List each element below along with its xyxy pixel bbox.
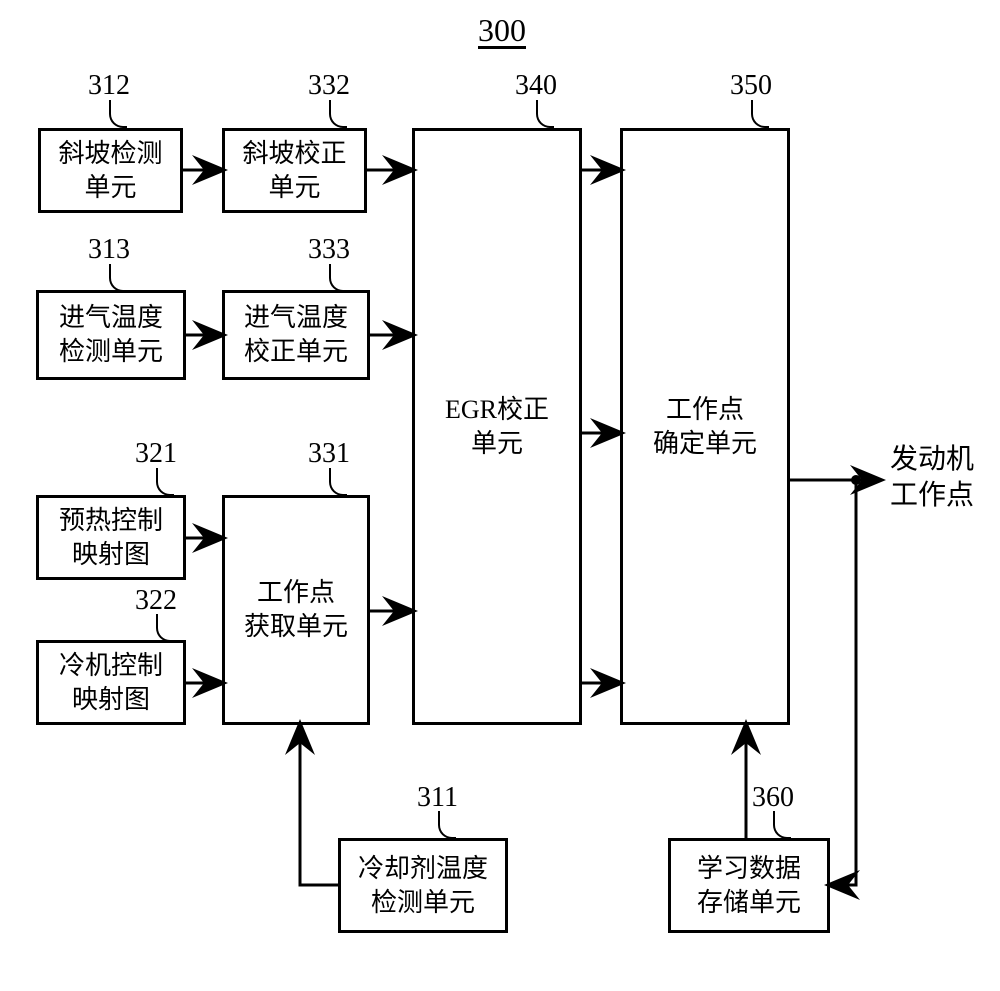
leader: [156, 468, 174, 496]
ref-311: 311: [417, 782, 458, 814]
node-333: 进气温度 校正单元: [222, 290, 370, 380]
leader: [751, 100, 769, 128]
ref-340: 340: [515, 70, 557, 102]
leader: [536, 100, 554, 128]
node-350: 工作点 确定单元: [620, 128, 790, 725]
leader: [329, 468, 347, 496]
node-313-label: 进气温度 检测单元: [59, 301, 163, 369]
node-321-label: 预热控制 映射图: [59, 504, 163, 572]
node-311-label: 冷却剂温度 检测单元: [358, 852, 488, 920]
node-360: 学习数据 存储单元: [668, 838, 830, 933]
leader: [773, 811, 791, 839]
ref-360: 360: [752, 782, 794, 814]
node-311: 冷却剂温度 检测单元: [338, 838, 508, 933]
ref-313: 313: [88, 234, 130, 266]
leader: [329, 100, 347, 128]
diagram-title: 300: [478, 12, 526, 49]
ref-332: 332: [308, 70, 350, 102]
leader: [156, 614, 174, 642]
node-322-label: 冷机控制 映射图: [59, 649, 163, 717]
node-332-label: 斜坡校正 单元: [242, 137, 346, 205]
ref-333: 333: [308, 234, 350, 266]
leader: [109, 264, 127, 292]
ref-350: 350: [730, 70, 772, 102]
ref-312: 312: [88, 70, 130, 102]
node-331: 工作点 获取单元: [222, 495, 370, 725]
node-322: 冷机控制 映射图: [36, 640, 186, 725]
node-312-label: 斜坡检测 单元: [58, 137, 162, 205]
node-350-label: 工作点 确定单元: [653, 393, 757, 461]
leader: [438, 811, 456, 839]
node-321: 预热控制 映射图: [36, 495, 186, 580]
node-333-label: 进气温度 校正单元: [244, 301, 348, 369]
node-331-label: 工作点 获取单元: [244, 576, 348, 644]
node-340-label: EGR校正 单元: [445, 393, 549, 461]
ref-322: 322: [135, 585, 177, 617]
leader: [329, 264, 347, 292]
node-340: EGR校正 单元: [412, 128, 582, 725]
node-332: 斜坡校正 单元: [222, 128, 367, 213]
block-diagram: 300 斜坡检测 单元 斜坡校正 单元 进气温度 检测单元 进气温度 校正单元 …: [0, 0, 1000, 991]
node-313: 进气温度 检测单元: [36, 290, 186, 380]
node-360-label: 学习数据 存储单元: [697, 852, 801, 920]
ref-331: 331: [308, 438, 350, 470]
leader: [109, 100, 127, 128]
node-312: 斜坡检测 单元: [38, 128, 183, 213]
output-label: 发动机 工作点: [890, 442, 974, 515]
ref-321: 321: [135, 438, 177, 470]
